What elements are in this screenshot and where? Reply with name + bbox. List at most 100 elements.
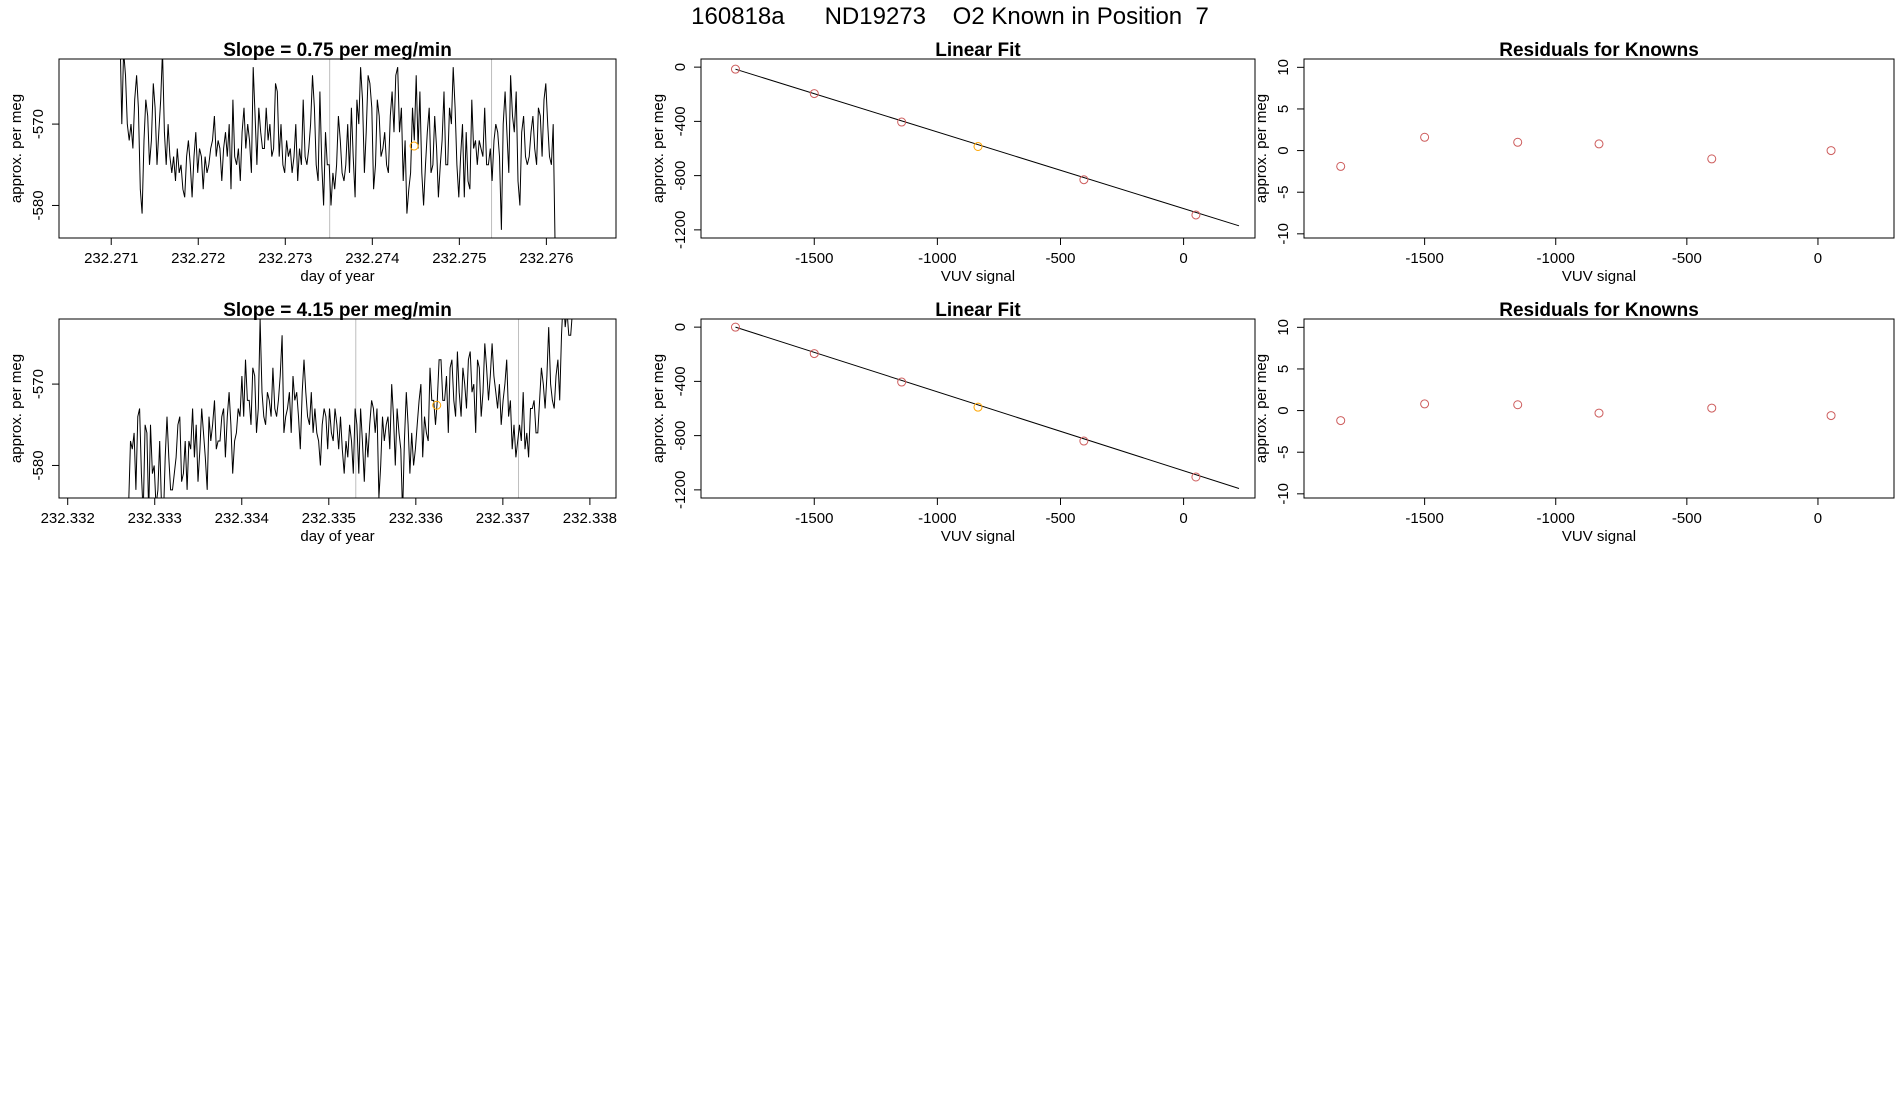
data-point bbox=[897, 377, 907, 387]
y-tick-label: 0 bbox=[672, 63, 689, 71]
y-tick-label: 0 bbox=[1275, 406, 1292, 414]
x-tick-label: -500 bbox=[1045, 250, 1075, 267]
highlight-point bbox=[432, 400, 442, 410]
y-tick-label: -570 bbox=[30, 109, 47, 139]
x-tick-label: -500 bbox=[1672, 250, 1702, 267]
x-tick-label: 232.273 bbox=[258, 250, 312, 267]
y-tick-label: 0 bbox=[1275, 146, 1292, 154]
plot-area bbox=[1336, 132, 1836, 171]
y-tick-label: -5 bbox=[1275, 446, 1292, 459]
plot-frame bbox=[58, 318, 617, 499]
y-tick-label: -580 bbox=[30, 190, 47, 220]
x-axis-label: VUV signal bbox=[941, 528, 1015, 545]
data-point bbox=[1191, 472, 1201, 482]
plot-frame bbox=[700, 58, 1256, 239]
page-title: 160818a ND19273 O2 Known in Position 7 bbox=[691, 3, 1209, 30]
x-tick-label: 0 bbox=[1814, 250, 1822, 267]
data-point bbox=[1594, 408, 1604, 418]
chart-ts2: Slope = 4.15 per meg/min 232.332 232.333 23… bbox=[8, 300, 617, 545]
y-axis-label: approx. per meg bbox=[1253, 354, 1270, 463]
y-tick-label: -10 bbox=[1275, 483, 1292, 505]
x-tick-label: -1500 bbox=[1405, 250, 1443, 267]
x-tick-label: 0 bbox=[1179, 510, 1187, 527]
y-tick-label: -1200 bbox=[672, 211, 689, 249]
plot-area bbox=[730, 322, 1240, 489]
data-point bbox=[1826, 411, 1836, 421]
y-tick-label: -570 bbox=[30, 369, 47, 399]
x-tick-label: 232.336 bbox=[389, 510, 443, 527]
data-point bbox=[809, 89, 819, 99]
plot-frame bbox=[1303, 318, 1895, 499]
data-point bbox=[1191, 210, 1201, 220]
y-tick-label: -10 bbox=[1275, 223, 1292, 245]
plot-area bbox=[730, 64, 1240, 227]
chart-fit2: Linear Fit -1500 -1000 -500 0 0 -400 -800 -1200 V… bbox=[650, 300, 1256, 545]
chart-title: Linear Fit bbox=[935, 300, 1021, 321]
x-axis-label: VUV signal bbox=[1562, 528, 1636, 545]
x-tick-label: -1500 bbox=[795, 510, 833, 527]
data-point bbox=[1826, 146, 1836, 156]
y-tick-label: 10 bbox=[1275, 319, 1292, 336]
x-tick-label: 232.272 bbox=[171, 250, 225, 267]
chart-res1: Residuals for Knowns -1500 -1000 -500 0 10 5 0 -… bbox=[1253, 40, 1895, 285]
x-tick-label: 232.333 bbox=[128, 510, 182, 527]
x-tick-label: 0 bbox=[1814, 510, 1822, 527]
data-point bbox=[1336, 161, 1346, 171]
data-point bbox=[1594, 139, 1604, 149]
chart-title: Residuals for Knowns bbox=[1499, 40, 1699, 61]
fit-line bbox=[735, 326, 1240, 489]
x-axis-label: VUV signal bbox=[941, 268, 1015, 285]
y-tick-label: 5 bbox=[1275, 105, 1292, 113]
y-axis-label: approx. per meg bbox=[8, 354, 25, 463]
x-tick-label: 232.271 bbox=[84, 250, 138, 267]
x-tick-label: 232.332 bbox=[41, 510, 95, 527]
x-tick-label: -1000 bbox=[1537, 250, 1575, 267]
x-axis-label: day of year bbox=[300, 268, 374, 285]
data-point bbox=[1079, 175, 1089, 185]
chart-ts1: Slope = 0.75 per meg/min 232.271 232.272 23… bbox=[8, 40, 617, 285]
data-point bbox=[1707, 154, 1717, 164]
x-tick-label: -1500 bbox=[795, 250, 833, 267]
chart-fit1: Linear Fit -1500 -1000 -500 0 0 -400 -800 -1200 V… bbox=[650, 40, 1256, 285]
data-point bbox=[1513, 400, 1523, 410]
x-tick-label: -1000 bbox=[918, 510, 956, 527]
plot-area bbox=[1336, 399, 1836, 426]
series-line bbox=[128, 319, 573, 498]
x-tick-label: -1000 bbox=[1537, 510, 1575, 527]
data-point bbox=[730, 322, 740, 332]
highlight-point bbox=[409, 141, 419, 151]
y-tick-label: -1200 bbox=[672, 471, 689, 509]
chart-title: Slope = 4.15 per meg/min bbox=[223, 300, 452, 321]
data-point bbox=[1420, 399, 1430, 409]
data-point bbox=[897, 117, 907, 127]
series-line bbox=[120, 59, 556, 238]
plot-frame bbox=[1303, 58, 1895, 239]
data-point bbox=[1707, 403, 1717, 413]
y-tick-label: -800 bbox=[672, 161, 689, 191]
x-tick-label: -1000 bbox=[918, 250, 956, 267]
x-tick-label: 232.338 bbox=[563, 510, 617, 527]
data-point bbox=[1420, 132, 1430, 142]
x-tick-label: 232.274 bbox=[345, 250, 399, 267]
data-point bbox=[809, 349, 819, 359]
plot-frame bbox=[58, 58, 617, 239]
y-tick-label: 0 bbox=[672, 323, 689, 331]
y-tick-label: -5 bbox=[1275, 186, 1292, 199]
x-tick-label: 232.337 bbox=[476, 510, 530, 527]
x-tick-label: -1500 bbox=[1405, 510, 1443, 527]
chart-res2: Residuals for Knowns -1500 -1000 -500 0 10 5 0 -… bbox=[1253, 300, 1895, 545]
data-point bbox=[1513, 137, 1523, 147]
data-point bbox=[1079, 436, 1089, 446]
y-tick-label: -800 bbox=[672, 421, 689, 451]
y-axis-label: approx. per meg bbox=[650, 354, 667, 463]
data-point bbox=[730, 64, 740, 74]
x-tick-label: 232.335 bbox=[302, 510, 356, 527]
plot-area bbox=[128, 319, 573, 498]
x-tick-label: -500 bbox=[1672, 510, 1702, 527]
plot-frame bbox=[700, 318, 1256, 499]
y-axis-label: approx. per meg bbox=[1253, 94, 1270, 203]
fit-line bbox=[735, 68, 1240, 227]
y-tick-label: -400 bbox=[672, 366, 689, 396]
chart-title: Linear Fit bbox=[935, 40, 1021, 61]
